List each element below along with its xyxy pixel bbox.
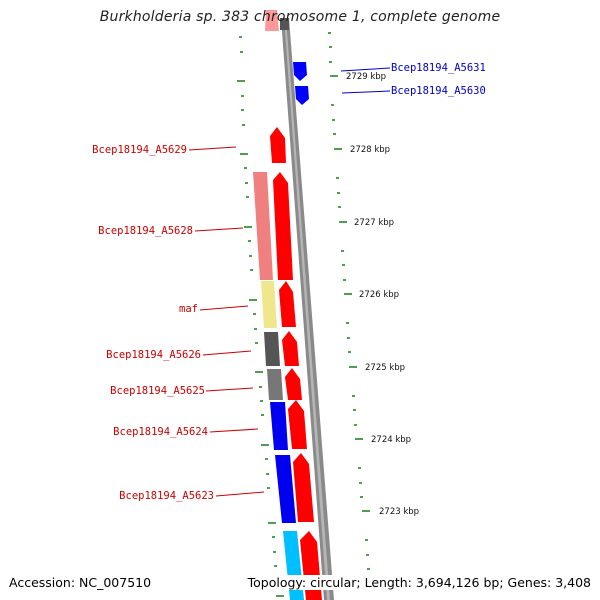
gene-label-a5628[interactable]: Bcep18194_A5628 <box>98 225 193 237</box>
gene-arrow-a5630 <box>295 86 309 105</box>
leader-a5629 <box>188 146 237 151</box>
gene-arrow-a5632 <box>265 10 279 31</box>
kbp-label-2729: 2729 kbp <box>346 72 386 82</box>
gene-label-maf[interactable]: maf <box>179 303 198 315</box>
kbp-label-2726: 2726 kbp <box>359 290 399 300</box>
gene-arrow-a5626 <box>282 331 299 366</box>
kbp-label-2724: 2724 kbp <box>371 435 411 445</box>
gene-labels: Bcep18194_A5631 Bcep18194_A5630 Bcep1819… <box>92 62 486 502</box>
gene-label-a5624[interactable]: Bcep18194_A5624 <box>113 426 208 438</box>
leader-maf <box>199 305 249 311</box>
kbp-label-2727: 2727 kbp <box>354 218 394 228</box>
leader-a5630 <box>341 90 391 94</box>
inner-tick-ring <box>237 36 284 597</box>
kbp-label-2728: 2728 kbp <box>350 145 390 155</box>
backbone-highlight <box>284 18 330 600</box>
kbp-label-2723: 2723 kbp <box>379 507 419 517</box>
gene-arrow-maf <box>279 281 296 327</box>
outer-tick-ring <box>328 32 370 570</box>
gene-label-a5625[interactable]: Bcep18194_A5625 <box>110 385 205 397</box>
class-block-a5625 <box>267 369 283 400</box>
gene-arrow-a5625 <box>285 368 302 400</box>
map-title: Burkholderia sp. 383 chromosome 1, compl… <box>99 9 501 25</box>
genome-summary-text: Topology: circular; Length: 3,694,126 bp… <box>247 575 591 590</box>
leader-a5623 <box>215 491 265 497</box>
accession-text: Accession: NC_007510 <box>9 575 152 590</box>
gene-arrow-a5623 <box>293 453 314 522</box>
gene-label-a5630[interactable]: Bcep18194_A5630 <box>391 85 486 97</box>
kbp-label-2725: 2725 kbp <box>365 363 405 373</box>
gene-label-a5626[interactable]: Bcep18194_A5626 <box>106 349 201 361</box>
gene-label-a5631[interactable]: Bcep18194_A5631 <box>391 62 486 74</box>
gene-arrow-a5628 <box>273 172 293 280</box>
kbp-labels: 2729 kbp 2728 kbp 2727 kbp 2726 kbp 2725… <box>346 72 419 517</box>
leader-a5631 <box>340 67 391 72</box>
class-block-maf <box>261 281 277 328</box>
leader-a5628 <box>194 227 244 232</box>
reverse-genes <box>293 62 309 105</box>
class-block-a5623 <box>275 455 296 523</box>
backbone-top-cap <box>280 18 289 30</box>
gene-label-a5623[interactable]: Bcep18194_A5623 <box>119 490 214 502</box>
leader-a5625 <box>205 387 254 392</box>
gene-arrow-a5629 <box>270 127 286 163</box>
gene-arrow-a5624 <box>288 400 307 449</box>
leader-a5626 <box>202 350 252 356</box>
label-leaders <box>188 67 391 497</box>
gene-arrow-a5631 <box>293 62 307 81</box>
class-block-a5628 <box>253 172 273 280</box>
class-block-a5626 <box>264 332 280 366</box>
class-block-a5624 <box>270 402 288 450</box>
leader-a5624 <box>209 428 259 433</box>
backbone <box>280 18 334 600</box>
gene-label-a5629[interactable]: Bcep18194_A5629 <box>92 144 187 156</box>
